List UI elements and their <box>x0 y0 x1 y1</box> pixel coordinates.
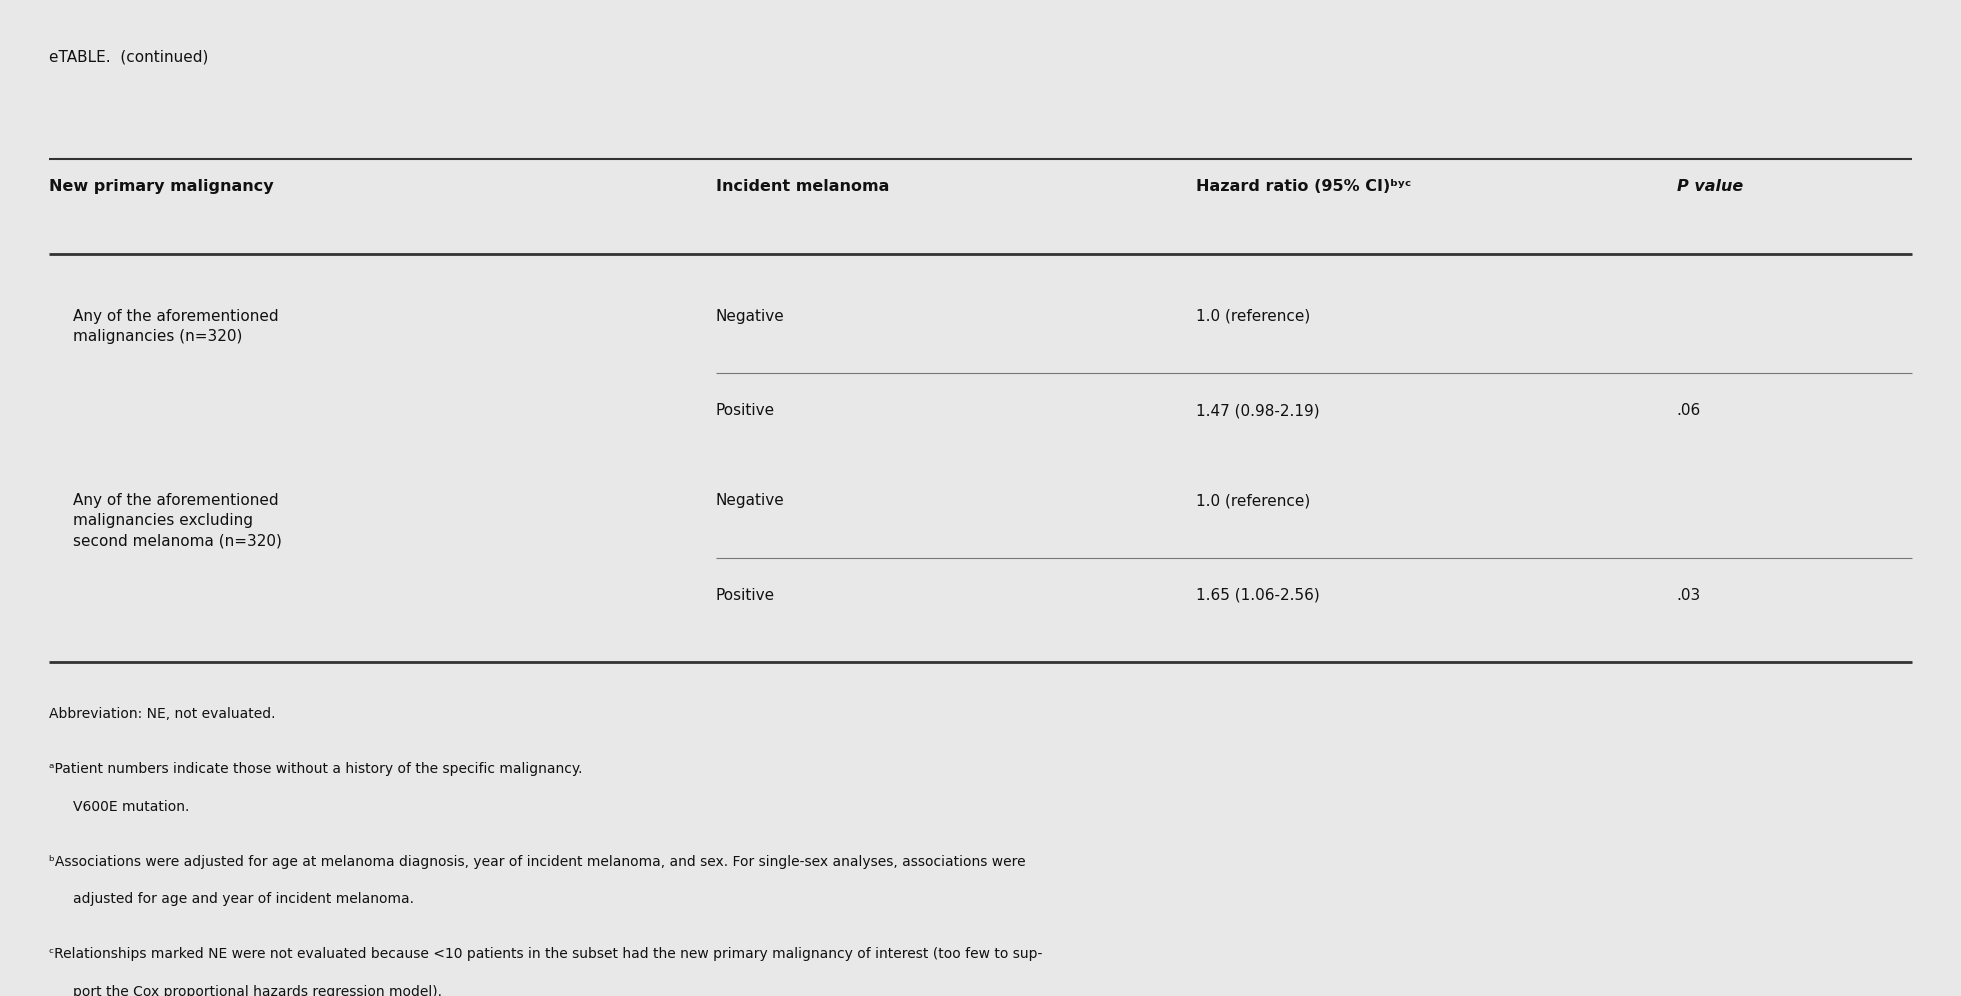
Text: Positive: Positive <box>716 403 775 418</box>
Text: port the Cox proportional hazards regression model).: port the Cox proportional hazards regres… <box>73 985 441 996</box>
Text: eTABLE.  (continued): eTABLE. (continued) <box>49 50 208 65</box>
Text: 1.65 (1.06-2.56): 1.65 (1.06-2.56) <box>1196 588 1320 603</box>
Text: ᶜRelationships marked NE were not evaluated because <10 patients in the subset h: ᶜRelationships marked NE were not evalua… <box>49 947 1043 961</box>
Text: Negative: Negative <box>716 493 784 508</box>
Text: Hazard ratio (95% CI)ᵇʸᶜ: Hazard ratio (95% CI)ᵇʸᶜ <box>1196 179 1412 194</box>
Text: New primary malignancy: New primary malignancy <box>49 179 275 194</box>
Text: P value: P value <box>1677 179 1743 194</box>
Text: Negative: Negative <box>716 309 784 324</box>
Text: 1.0 (reference): 1.0 (reference) <box>1196 309 1310 324</box>
Text: Abbreviation: NE, not evaluated.: Abbreviation: NE, not evaluated. <box>49 707 277 721</box>
Text: 1.0 (reference): 1.0 (reference) <box>1196 493 1310 508</box>
Text: Positive: Positive <box>716 588 775 603</box>
Text: 1.47 (0.98-2.19): 1.47 (0.98-2.19) <box>1196 403 1320 418</box>
Text: Any of the aforementioned
malignancies (n=320): Any of the aforementioned malignancies (… <box>73 309 278 345</box>
Text: .06: .06 <box>1677 403 1700 418</box>
Text: .03: .03 <box>1677 588 1700 603</box>
Text: V600E mutation.: V600E mutation. <box>73 800 188 814</box>
Text: ᵃPatient numbers indicate those without a history of the specific malignancy.: ᵃPatient numbers indicate those without … <box>49 762 586 776</box>
Text: Incident melanoma: Incident melanoma <box>716 179 894 194</box>
Text: adjusted for age and year of incident melanoma.: adjusted for age and year of incident me… <box>73 892 414 906</box>
Text: Any of the aforementioned
malignancies excluding
second melanoma (n=320): Any of the aforementioned malignancies e… <box>73 493 282 549</box>
Text: ᵇAssociations were adjusted for age at melanoma diagnosis, year of incident mela: ᵇAssociations were adjusted for age at m… <box>49 855 1026 869</box>
